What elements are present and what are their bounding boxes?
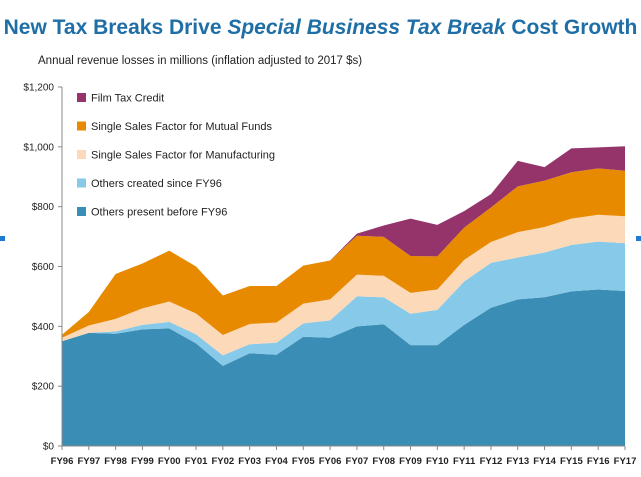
chart-title-part: Cost Growth: [505, 16, 638, 39]
x-tick-label: FY10: [426, 456, 449, 467]
x-tick-label: FY07: [346, 456, 369, 467]
x-tick-label: FY96: [51, 456, 74, 467]
x-tick-label: FY01: [185, 456, 208, 467]
axes: $0 $200 $400 $600 $800 $1,000 $1,200 FY96 FY97 FY…: [23, 83, 636, 468]
chart-title: New Tax Breaks Drive Special Business Ta…: [0, 16, 641, 40]
legend: Film Tax Credit Single Sales Factor for M…: [77, 93, 275, 219]
x-tick-label: FY08: [372, 456, 395, 467]
area-series-2: [62, 214, 625, 356]
chart-title-part: New Tax Breaks Drive: [3, 16, 228, 39]
area-series-1: [62, 241, 625, 366]
y-tick-label: $800: [32, 202, 55, 213]
y-tick-label: $200: [32, 382, 55, 393]
legend-swatch: [77, 121, 86, 131]
x-tick-label: FY12: [480, 456, 503, 467]
x-tick-label: FY05: [292, 456, 315, 467]
legend-swatch: [77, 207, 86, 216]
selection-handle-left[interactable]: [0, 236, 5, 241]
x-tick-label: FY98: [104, 456, 127, 467]
x-tick-label: FY17: [614, 456, 637, 467]
x-tick-label: FY06: [319, 456, 342, 467]
x-tick-label: FY99: [131, 456, 154, 467]
area-series-4: [62, 146, 625, 335]
legend-swatch: [77, 178, 86, 188]
y-tick-label: $600: [32, 262, 55, 273]
x-tick-label: FY97: [77, 456, 100, 467]
y-tick-label: $1,000: [23, 142, 54, 153]
x-tick-label: FY03: [238, 456, 261, 467]
chart-subtitle: Annual revenue losses in millions (infla…: [38, 55, 363, 67]
legend-swatch: [77, 93, 86, 102]
x-tick-label: FY04: [265, 456, 288, 467]
x-tick-label: FY15: [560, 456, 583, 467]
y-tick-label: $0: [43, 442, 55, 453]
x-tick-label: FY11: [453, 456, 476, 467]
x-tick-label: FY13: [506, 456, 529, 467]
legend-label: Single Sales Factor for Manufacturing: [91, 150, 275, 162]
selection-handle-right[interactable]: [636, 236, 641, 241]
y-tick-label: $400: [32, 322, 55, 333]
x-tick-label: FY00: [158, 456, 181, 467]
legend-label: Others created since FY96: [91, 178, 222, 190]
area-series-3: [62, 168, 625, 338]
legend-swatch: [77, 150, 86, 159]
area-layers: [62, 146, 625, 446]
x-tick-label: FY02: [211, 456, 234, 467]
area-series-0: [62, 289, 625, 446]
y-tick-label: $1,200: [23, 83, 54, 94]
chart-title-part-italic: Special Business Tax Break: [227, 16, 506, 39]
x-tick-label: FY16: [587, 456, 610, 467]
legend-label: Single Sales Factor for Mutual Funds: [91, 121, 272, 133]
x-tick-label: FY14: [533, 456, 556, 467]
x-tick-label: FY09: [399, 456, 422, 467]
legend-label: Film Tax Credit: [91, 93, 164, 105]
legend-label: Others present before FY96: [91, 207, 227, 219]
